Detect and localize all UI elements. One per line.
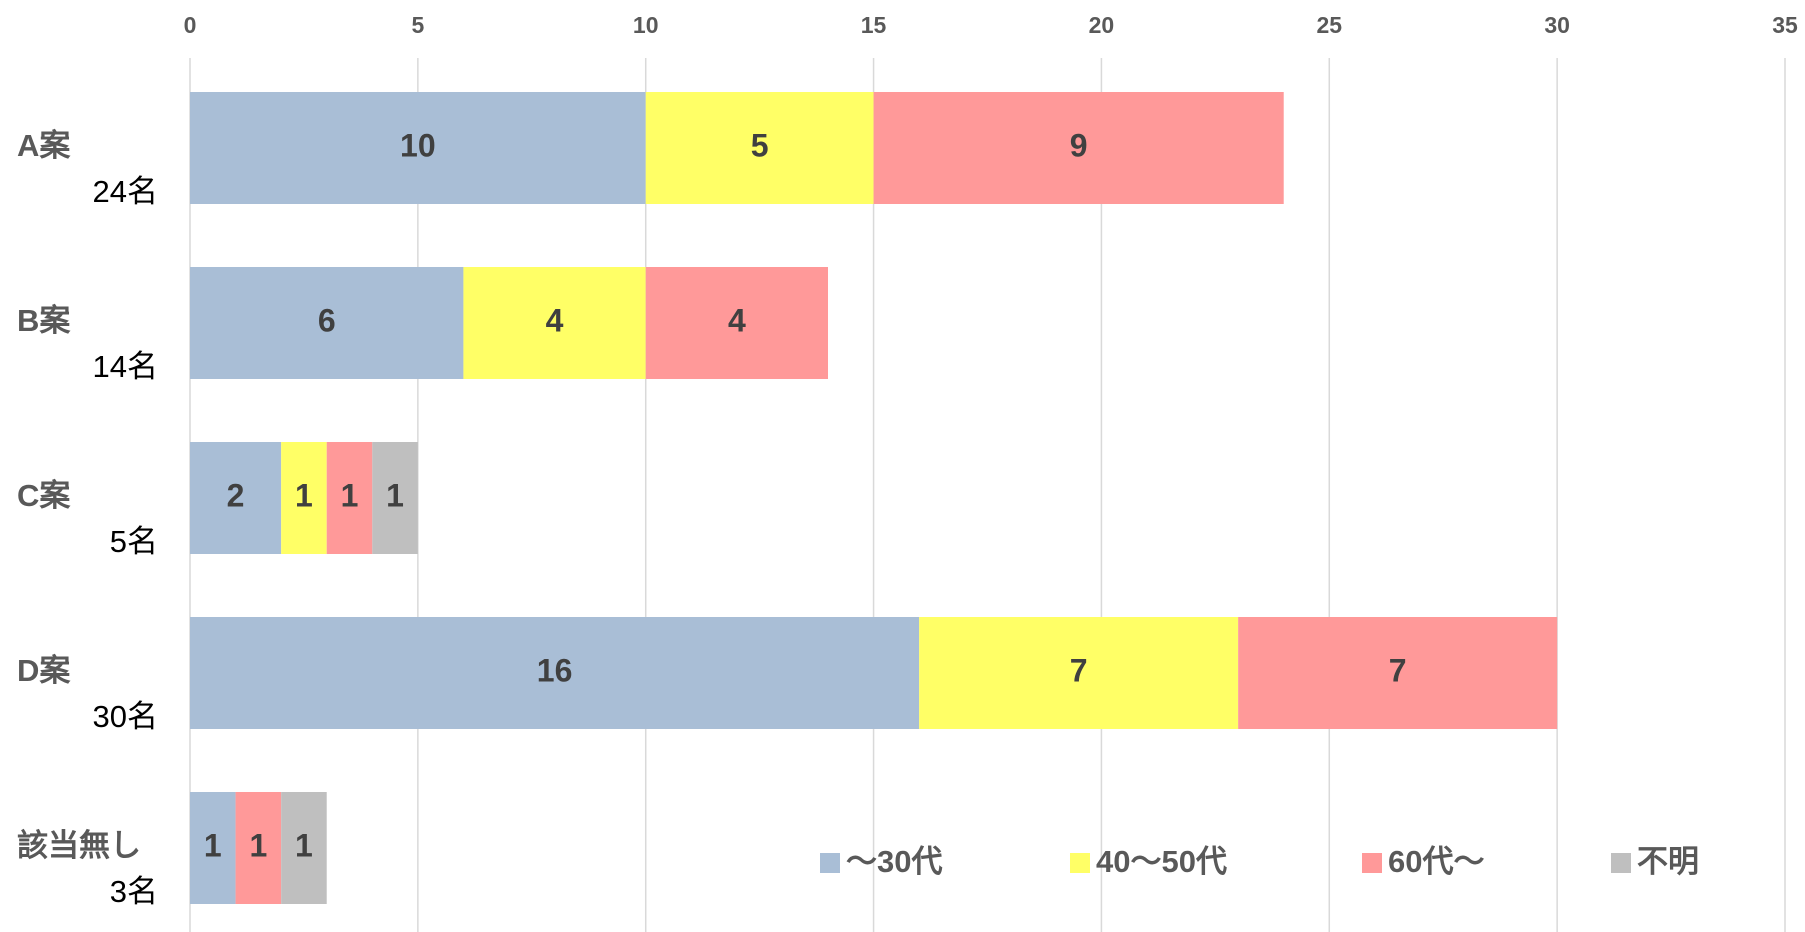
legend-label: 60代～ bbox=[1388, 844, 1484, 879]
data-label: 7 bbox=[1070, 652, 1088, 688]
x-tick-label: 10 bbox=[633, 12, 659, 38]
x-tick-label: 15 bbox=[861, 12, 887, 38]
bar-segment bbox=[463, 267, 646, 379]
data-label: 6 bbox=[318, 302, 336, 338]
legend-label: 40～50代 bbox=[1096, 844, 1227, 879]
legend-swatch bbox=[1070, 853, 1090, 873]
category-label: A案 bbox=[17, 128, 71, 163]
bar-segment bbox=[919, 617, 1239, 729]
bar-segment bbox=[326, 442, 373, 554]
legend-label: ～30代 bbox=[846, 844, 942, 879]
data-label: 7 bbox=[1389, 652, 1407, 688]
legend-swatch bbox=[1611, 853, 1631, 873]
legend-swatch bbox=[1362, 853, 1382, 873]
category-total: 3名 bbox=[110, 874, 158, 909]
category-total: 14名 bbox=[93, 349, 158, 384]
data-label: 5 bbox=[751, 127, 769, 163]
legend-swatch bbox=[820, 853, 840, 873]
bar-segment bbox=[1238, 617, 1558, 729]
data-label: 9 bbox=[1070, 127, 1088, 163]
x-tick-label: 5 bbox=[411, 12, 424, 38]
bar-segment bbox=[281, 792, 327, 904]
bar-segment bbox=[645, 92, 874, 204]
data-label: 2 bbox=[227, 477, 245, 513]
bar-segment bbox=[645, 267, 828, 379]
category-label: B案 bbox=[17, 303, 71, 338]
category-label: D案 bbox=[17, 653, 71, 688]
data-label: 4 bbox=[546, 302, 564, 338]
data-label: 1 bbox=[386, 477, 404, 513]
category-total: 30名 bbox=[93, 699, 158, 734]
bar-segment bbox=[873, 92, 1284, 204]
x-tick-label: 25 bbox=[1316, 12, 1342, 38]
bar-segment bbox=[281, 442, 327, 554]
bar-segment bbox=[372, 442, 418, 554]
bar-segment bbox=[190, 442, 282, 554]
bar-segment bbox=[190, 92, 646, 204]
data-label: 4 bbox=[728, 302, 746, 338]
data-label: 16 bbox=[537, 652, 573, 688]
category-label: C案 bbox=[17, 478, 71, 513]
x-tick-label: 35 bbox=[1772, 12, 1798, 38]
data-label: 10 bbox=[400, 127, 436, 163]
category-total: 5名 bbox=[110, 524, 158, 559]
category-total: 24名 bbox=[93, 174, 158, 209]
data-label: 1 bbox=[204, 827, 222, 863]
bar-segment bbox=[235, 792, 282, 904]
x-tick-label: 30 bbox=[1544, 12, 1570, 38]
bar-segment bbox=[190, 792, 236, 904]
x-tick-label: 20 bbox=[1089, 12, 1115, 38]
bar-segment bbox=[190, 617, 920, 729]
data-label: 1 bbox=[249, 827, 267, 863]
data-label: 1 bbox=[295, 827, 313, 863]
legend-label: 不明 bbox=[1637, 844, 1699, 879]
data-label: 1 bbox=[295, 477, 313, 513]
data-label: 1 bbox=[341, 477, 359, 513]
bar-segment bbox=[190, 267, 464, 379]
x-tick-label: 0 bbox=[184, 12, 197, 38]
category-label: 該当無し bbox=[17, 828, 141, 863]
